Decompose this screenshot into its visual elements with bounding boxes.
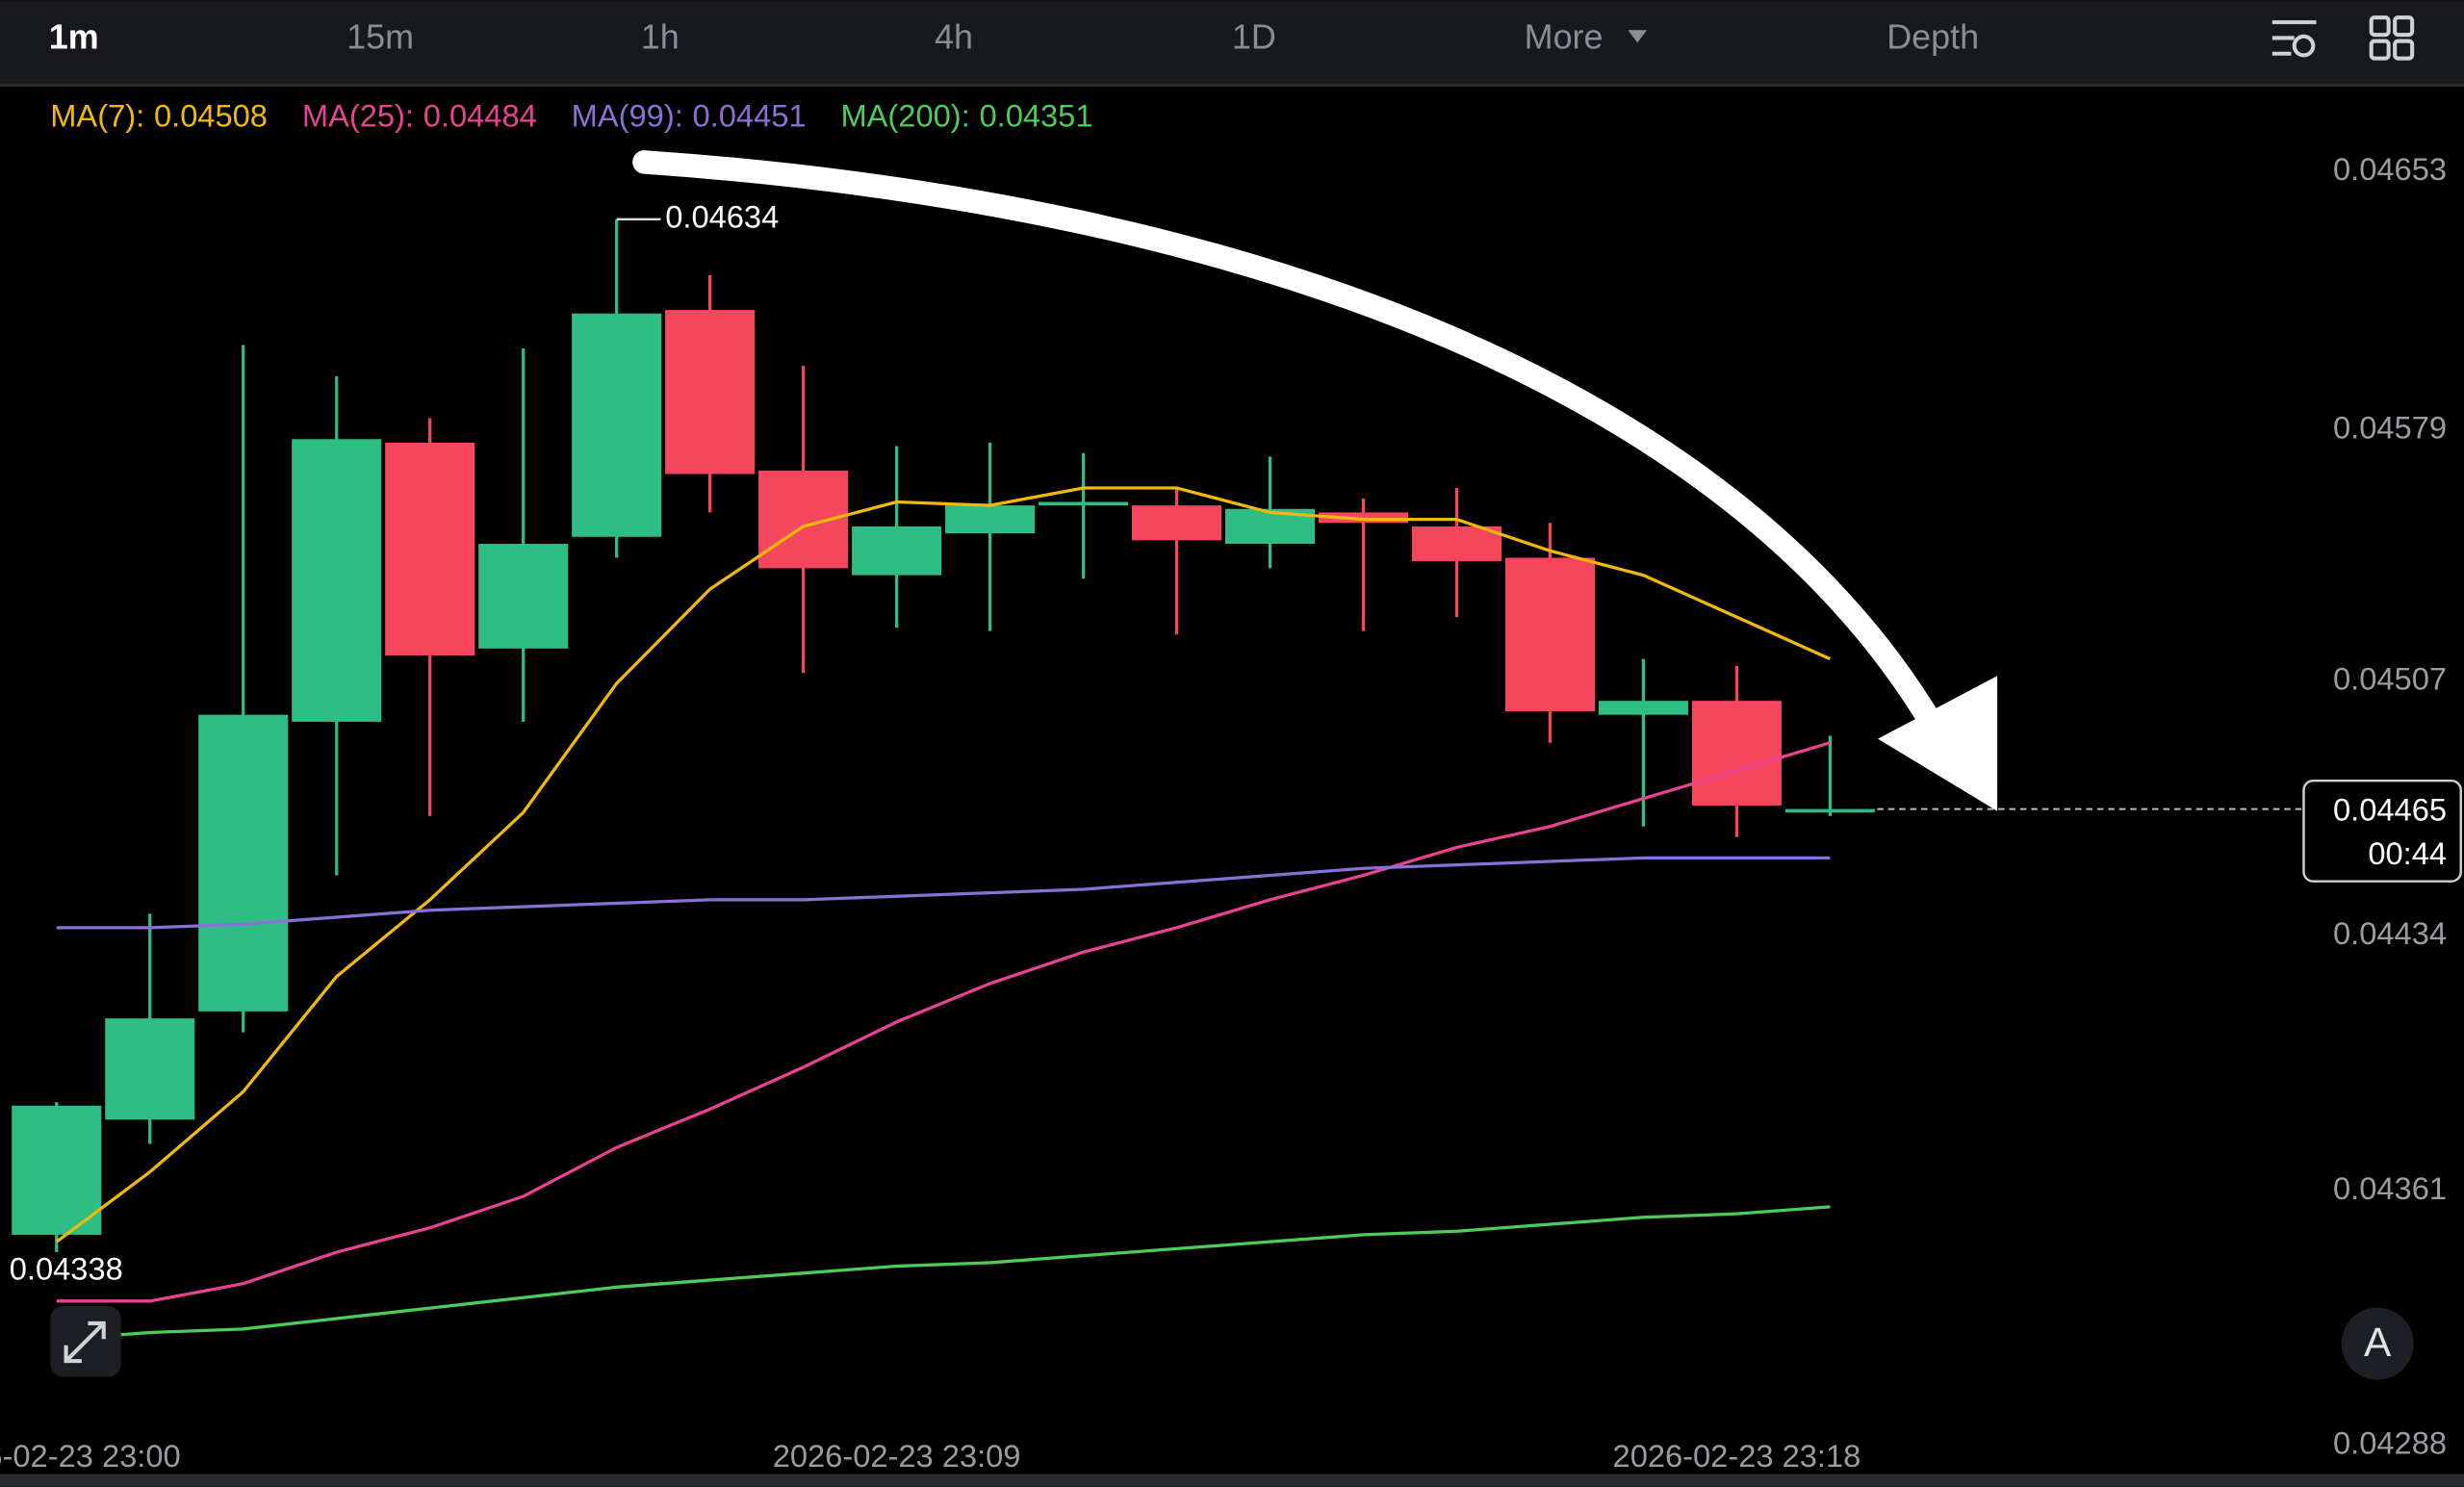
plot-area: 0.04653 0.04579 0.04507 0.04434 0.04361 0.042… [0,97,2462,1474]
ma-line [56,741,1831,1303]
candle-body [852,526,942,576]
price-tag-countdown: 00:44 [2368,835,2447,871]
y-tick-label: 0.04288 [2333,1425,2447,1461]
y-tick-label: 0.04579 [2333,409,2447,445]
more-button[interactable]: More [1525,17,1604,57]
x-tick-label: 2026-02-23 23:00 [0,1438,181,1474]
high-label: 0.04634 [665,198,779,234]
candle-body [478,544,569,649]
y-tick-label: 0.04361 [2333,1170,2447,1206]
legend-name: MA(7): [50,97,144,133]
x-tick-label: 2026-02-23 23:18 [1613,1438,1861,1474]
bottom-bar [0,1474,2464,1487]
legend-value: 0.04351 [980,97,1093,133]
y-tick-label: 0.04653 [2333,151,2447,187]
candle-body [12,1105,102,1235]
legend-name: MA(200): [840,97,969,133]
layout-icon[interactable] [2369,15,2415,61]
candle-body [1132,505,1222,541]
interval-tab[interactable]: 1m [49,17,99,57]
candle-body [198,714,289,1012]
candle-body [385,442,475,656]
interval-tab[interactable]: 1h [641,17,680,57]
legend-value: 0.04508 [154,97,268,133]
interval-tab[interactable]: 1D [1232,17,1276,57]
candle-body [105,1018,195,1120]
expand-button[interactable] [50,1305,121,1377]
auto-scale-label[interactable]: A [2364,1320,2392,1365]
auto-scale-button[interactable] [2341,1307,2414,1380]
candle-body [1504,557,1595,712]
candle-body [1318,512,1409,524]
price-tag-value: 0.04465 [2333,791,2447,827]
more-caret[interactable] [1628,30,1648,43]
candle-body [945,505,1036,534]
depth-tab[interactable]: Depth [1886,17,1979,57]
ma-line [56,1205,1831,1342]
candle-body [1598,701,1688,715]
legend-value: 0.04451 [693,97,807,133]
legend-name: MA(25): [302,97,414,133]
candle-body [1691,701,1782,806]
legend-name: MA(99): [572,97,683,133]
candle-body [572,313,662,537]
ma-line [55,486,1832,1243]
x-tick-label: 2026-02-23 23:09 [773,1438,1021,1474]
ma-line [56,856,1831,930]
legend-value: 0.04484 [424,97,537,133]
candle-body [665,310,756,474]
interval-tab[interactable]: 15m [346,17,414,57]
y-tick-label: 0.04434 [2333,915,2447,951]
candle-body [1784,808,1875,813]
settings-icon[interactable] [2272,20,2317,58]
toolbar [0,0,2464,86]
candle-body [1039,501,1129,506]
candle-body [1411,526,1502,562]
interval-tab[interactable]: 4h [935,17,973,57]
candle-body [292,439,382,722]
trend-arrow [632,150,1998,811]
price-tag [2302,779,2462,883]
y-tick-label: 0.04507 [2333,661,2447,697]
low-label: 0.04338 [10,1250,123,1286]
